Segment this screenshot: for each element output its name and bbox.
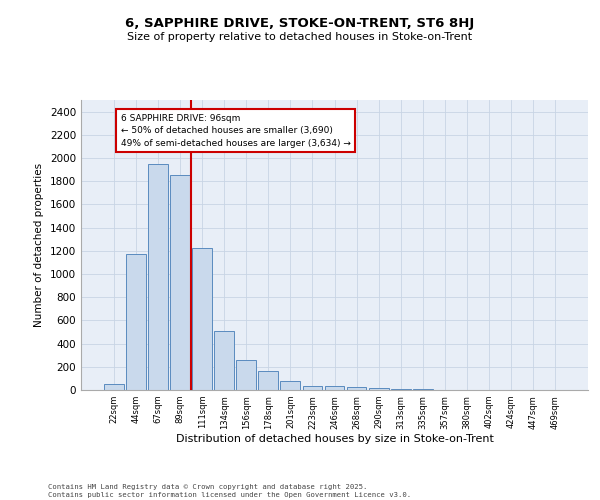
Bar: [368, 388, 389, 390]
Bar: [170, 176, 190, 390]
Bar: [236, 360, 256, 390]
Text: 6 SAPPHIRE DRIVE: 96sqm
← 50% of detached houses are smaller (3,690)
49% of semi: 6 SAPPHIRE DRIVE: 96sqm ← 50% of detache…: [121, 114, 350, 148]
Bar: [259, 372, 278, 390]
X-axis label: Distribution of detached houses by size in Stoke-on-Trent: Distribution of detached houses by size …: [176, 434, 493, 444]
Bar: [280, 380, 301, 390]
Bar: [148, 164, 168, 390]
Text: Contains HM Land Registry data © Crown copyright and database right 2025.
Contai: Contains HM Land Registry data © Crown c…: [48, 484, 411, 498]
Bar: [391, 389, 410, 390]
Bar: [214, 332, 234, 390]
Bar: [126, 254, 146, 390]
Text: Size of property relative to detached houses in Stoke-on-Trent: Size of property relative to detached ho…: [127, 32, 473, 42]
Text: 6, SAPPHIRE DRIVE, STOKE-ON-TRENT, ST6 8HJ: 6, SAPPHIRE DRIVE, STOKE-ON-TRENT, ST6 8…: [125, 18, 475, 30]
Bar: [104, 384, 124, 390]
Bar: [347, 387, 367, 390]
Y-axis label: Number of detached properties: Number of detached properties: [34, 163, 44, 327]
Bar: [302, 386, 322, 390]
Bar: [325, 386, 344, 390]
Bar: [192, 248, 212, 390]
